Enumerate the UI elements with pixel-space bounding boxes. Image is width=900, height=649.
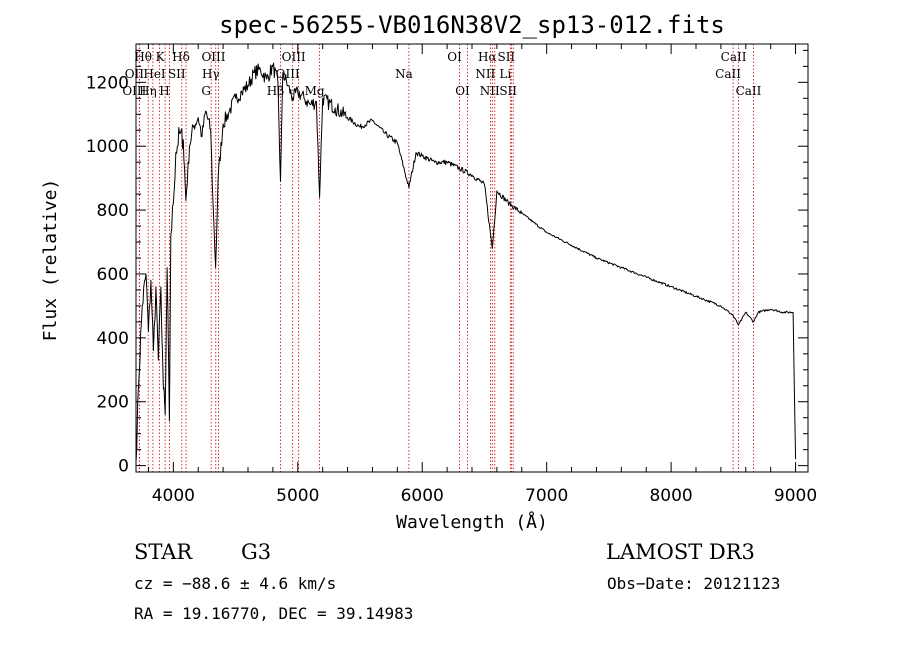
y-tick-label: 1200 — [86, 73, 129, 93]
survey-name: LAMOST DR3 — [606, 540, 755, 564]
line-label: Hη — [139, 84, 157, 98]
line-label: OI — [455, 84, 470, 98]
x-tick-label: 7000 — [525, 486, 568, 506]
line-label: Li — [499, 67, 511, 81]
x-tick-label: 6000 — [401, 486, 444, 506]
spectrum-line — [135, 62, 797, 463]
line-label: Na — [395, 67, 413, 81]
object-class: STAR — [134, 540, 193, 564]
object-subclass: G3 — [241, 540, 271, 564]
line-label: Hβ — [267, 84, 284, 98]
chart-title: spec-56255-VB016N38V2_sp13-012.fits — [219, 11, 725, 39]
line-label: SII — [499, 84, 517, 98]
line-label: OII — [125, 67, 145, 81]
y-tick-label: 0 — [118, 457, 129, 477]
x-axis-label: Wavelength (Å) — [396, 511, 548, 533]
y-tick-label: 400 — [97, 329, 129, 349]
line-label: CaII — [721, 50, 747, 64]
line-label: OIII — [276, 67, 300, 81]
line-label: Hγ — [202, 67, 220, 81]
plot-frame — [135, 43, 809, 473]
y-tick-label: 600 — [97, 265, 129, 285]
line-label: NII — [480, 84, 500, 98]
y-tick-label: 1000 — [86, 137, 129, 157]
y-axis-label: Flux (relative) — [40, 179, 61, 342]
observation-date: Obs−Date: 20121123 — [607, 574, 780, 593]
line-label: K — [156, 50, 166, 64]
line-label: Hα — [478, 50, 497, 64]
line-label: CaII — [736, 84, 762, 98]
sky-coordinates: RA = 19.16770, DEC = 39.14983 — [134, 604, 413, 623]
line-label: OIII — [282, 50, 306, 64]
y-tick-label: 200 — [97, 393, 129, 413]
line-label: CaII — [715, 67, 741, 81]
line-label: Hδ — [172, 50, 190, 64]
line-label: OI — [447, 50, 462, 64]
line-label: HeI — [143, 67, 166, 81]
y-tick-label: 800 — [97, 201, 129, 221]
line-label: SII — [497, 50, 515, 64]
x-axis-ticks: 4000 5000 6000 7000 8000 9000 — [147, 44, 817, 506]
line-label: G — [201, 84, 211, 98]
redshift-velocity: cz = −88.6 ± 4.6 km/s — [134, 574, 336, 593]
line-label: H — [159, 84, 169, 98]
x-tick-label: 4000 — [152, 486, 195, 506]
y-axis-ticks: 0 200 400 600 800 1000 1200 — [86, 49, 808, 477]
x-tick-label: 8000 — [649, 486, 692, 506]
spectrum-series — [135, 62, 797, 463]
line-label: NII — [475, 67, 495, 81]
line-label: Hθ — [134, 50, 152, 64]
line-label: OIII — [201, 50, 225, 64]
x-tick-label: 9000 — [774, 486, 817, 506]
line-label: OIII — [122, 84, 146, 98]
x-tick-label: 5000 — [276, 486, 319, 506]
line-label: SII — [168, 67, 186, 81]
line-label: Mg — [305, 84, 325, 98]
